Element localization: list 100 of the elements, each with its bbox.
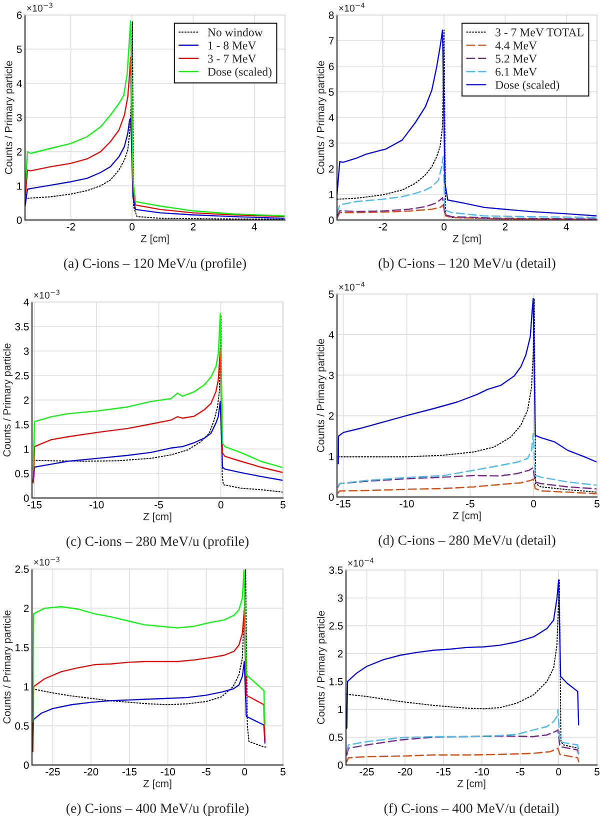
text: ×10$^{−3}$ — [27, 2, 52, 12]
x-tick-label: -2 — [66, 223, 75, 230]
y-axis-title: Counts / Primary particle — [316, 60, 326, 174]
x-axis-title: Z [cm] — [452, 512, 481, 522]
x-tick-label: -15 — [122, 768, 137, 776]
y-tick-label: 4 — [16, 80, 22, 88]
x-tick-label: 2 — [502, 223, 508, 230]
line-series — [346, 748, 580, 762]
text: ×10$^{−3}$ — [34, 290, 60, 299]
y-tick-label: 0 — [328, 216, 334, 224]
y-tick-label: 5 — [16, 46, 22, 54]
line-series — [338, 478, 597, 494]
line-series — [25, 56, 285, 218]
text: ×10$^{−4}$ — [348, 558, 374, 567]
text: ×10$^{−3}$ — [34, 556, 60, 566]
y-tick-label: 2 — [24, 396, 29, 404]
text: (f) C-ions – 400 MeV/u (detail) — [384, 803, 559, 816]
y-tick-label: 0 — [338, 762, 343, 769]
x-axis-title: Z [cm] — [457, 780, 486, 790]
x-tick-label: -10 — [474, 768, 489, 776]
y-tick-label: 8 — [328, 12, 334, 19]
y-tick-label: 2.5 — [15, 566, 29, 573]
legend-label: Dose (scaled) — [495, 80, 560, 92]
y-tick-label: 2 — [16, 148, 22, 156]
x-tick-label: 0 — [218, 501, 224, 508]
y-tick-label: 2 — [24, 604, 29, 612]
x-tick-label: -15 — [336, 500, 350, 508]
x-tick-label: -20 — [84, 768, 98, 776]
y-tick-label: 2.5 — [329, 622, 343, 630]
y-tick-label: 1 — [338, 706, 343, 714]
x-tick-label: 0 — [242, 768, 248, 776]
x-tick-label: -20 — [398, 768, 412, 776]
y-axis-title: Counts / Primary particle — [316, 338, 326, 452]
y-tick-label: 0.5 — [15, 470, 29, 478]
x-tick-label: -15 — [436, 768, 451, 776]
x-tick-label: 0 — [442, 223, 447, 230]
y-tick-label: 2.5 — [15, 372, 29, 380]
y-tick-label: 3 — [328, 140, 334, 147]
y-tick-label: 4 — [328, 331, 334, 338]
y-tick-label: 0 — [24, 762, 29, 769]
y-axis-title: Counts / Primary particle — [4, 60, 14, 174]
y-tick-label: 1.5 — [16, 644, 29, 652]
y-tick-label: 2 — [338, 650, 343, 658]
y-tick-label: 5 — [328, 290, 334, 298]
text: (c) C-ions – 280 MeV/u (profile) — [66, 536, 248, 549]
x-tick-label: -25 — [360, 768, 374, 776]
legend-label: 1 - 8 MeV — [208, 42, 256, 50]
line-series — [338, 467, 597, 490]
y-tick-label: 3 — [24, 348, 29, 355]
line-series — [32, 609, 266, 752]
y-tick-label: 0 — [24, 494, 29, 502]
text: (e) C-ions – 400 MeV/u (profile) — [66, 803, 248, 816]
y-tick-label: 1 — [17, 182, 22, 190]
y-tick-label: 1.5 — [16, 421, 29, 428]
text: (a) C-ions – 120 MeV/u (profile) — [64, 258, 246, 271]
x-axis-title: Z [cm] — [143, 780, 172, 790]
x-tick-label: -15 — [27, 501, 42, 508]
x-tick-label: -25 — [46, 768, 60, 776]
y-tick-label: 0.5 — [329, 734, 343, 742]
legend-label: 3 - 7 MeV TOTAL — [496, 28, 584, 36]
y-tick-label: 2 — [328, 412, 334, 420]
y-tick-label: 3 — [328, 372, 334, 380]
x-tick-label: -10 — [90, 501, 104, 508]
legend-label: No window — [208, 28, 263, 36]
y-tick-label: 3 — [16, 114, 22, 122]
y-tick-label: 0 — [328, 494, 334, 501]
x-tick-label: 5 — [280, 501, 286, 508]
y-tick-label: 7 — [328, 37, 334, 44]
y-tick-label: 2 — [328, 165, 334, 173]
y-tick-label: 1 — [329, 453, 334, 460]
y-tick-label: 3 — [338, 594, 343, 602]
y-tick-label: 3.5 — [15, 323, 29, 330]
legend-label: Dose (scaled) — [208, 67, 272, 78]
x-tick-label: -2 — [378, 223, 387, 230]
line-series — [346, 709, 580, 754]
line-series — [346, 729, 580, 756]
text: ×10$^{−4}$ — [339, 2, 365, 12]
x-tick-label: -5 — [154, 501, 163, 508]
legend-label: 3 - 7 MeV — [208, 54, 256, 63]
y-tick-label: 6 — [16, 12, 22, 19]
y-tick-label: 1 — [24, 683, 29, 690]
text: (b) C-ions – 120 MeV/u (detail) — [378, 258, 556, 271]
x-tick-label: 4 — [564, 223, 570, 230]
y-tick-label: 4 — [328, 114, 334, 122]
y-axis-title: Counts / Primary particle — [316, 610, 327, 724]
x-tick-label: 4 — [252, 223, 258, 230]
y-tick-label: 1 — [24, 446, 29, 453]
x-tick-label: 0 — [556, 768, 562, 776]
x-tick-label: 0 — [531, 500, 536, 508]
x-tick-label: 0 — [130, 223, 135, 230]
x-axis-title: Z [cm] — [140, 234, 169, 244]
y-tick-label: 0.5 — [15, 722, 29, 730]
y-tick-label: 3.5 — [329, 566, 343, 574]
line-series — [338, 433, 597, 488]
y-axis-title: Counts / Primary particle — [2, 343, 13, 456]
legend-label: 6.1 MeV — [496, 68, 537, 76]
x-tick-label: -5 — [202, 768, 210, 776]
x-tick-label: 5 — [280, 768, 286, 776]
y-tick-label: 1 — [329, 190, 334, 198]
text: ×10$^{−4}$ — [339, 282, 365, 291]
